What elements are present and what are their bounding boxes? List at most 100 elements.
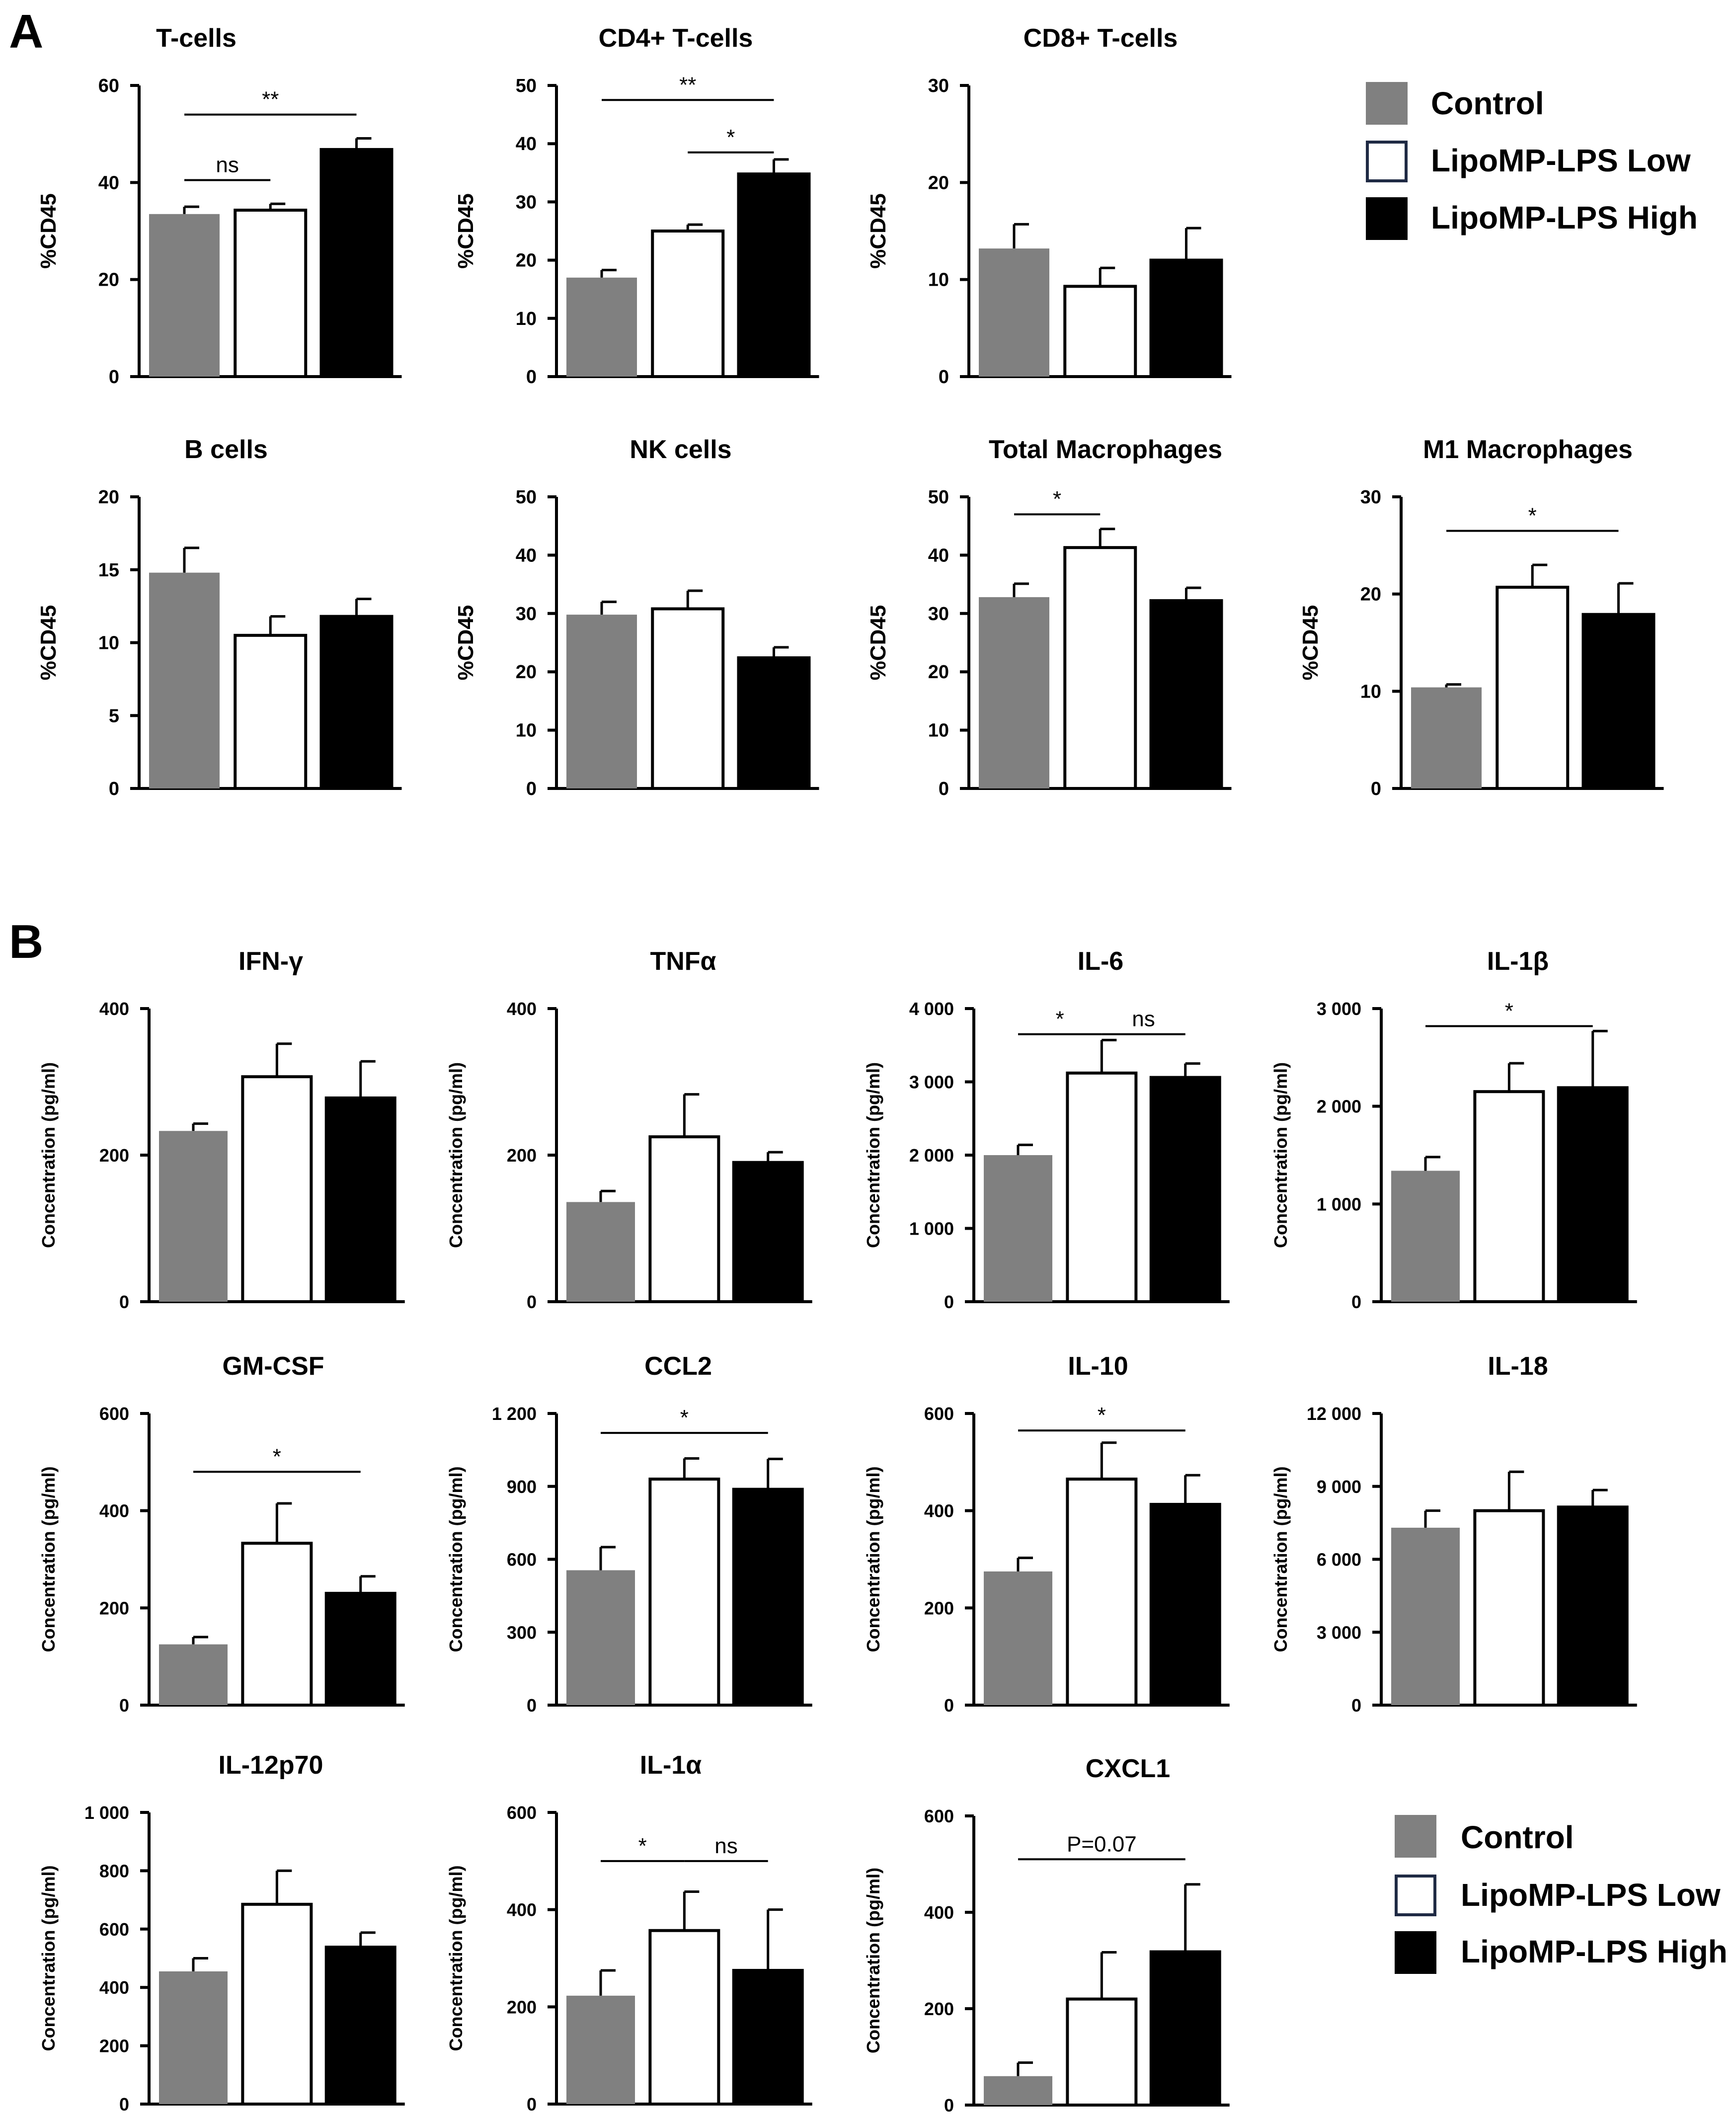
chart-gm-csf: GM-CSF 0 200 400 600 Concentration (pg/ml) * xyxy=(38,1352,405,1716)
bar-control xyxy=(566,1202,635,1302)
chart-b-cells: B cells 0 5 10 15 20 %CD45 xyxy=(36,435,402,799)
chart-il-12p70: IL-12p70 0 200 400 600 800 1 000 Concentration … xyxy=(38,1751,405,2115)
y-tick-label: 200 xyxy=(924,1999,954,2019)
chart-tnf: TNFα 0 200 400 Concentration (pg/ml) xyxy=(446,947,812,1312)
legend-top: Control LipoMP-LPS Low LipoMP-LPS High xyxy=(1366,82,1698,240)
y-tick-label: 0 xyxy=(119,1292,129,1312)
bar-low xyxy=(1066,1071,1138,1304)
bar-high xyxy=(324,1096,396,1303)
y-tick-label: 1 000 xyxy=(84,1802,129,1823)
y-tick-label: 0 xyxy=(119,1695,129,1716)
y-tick-label: 0 xyxy=(526,779,537,799)
y-tick-label: 10 xyxy=(928,720,949,741)
bar-low xyxy=(1473,1090,1545,1304)
y-tick-label: 30 xyxy=(928,604,949,625)
y-tick-label: 0 xyxy=(1351,1292,1361,1312)
bar-control xyxy=(566,277,637,377)
legend-swatch-control-2 xyxy=(1395,1815,1436,1858)
y-tick-label: 30 xyxy=(1360,487,1381,508)
significance-label: * xyxy=(680,1406,689,1430)
bar-high xyxy=(319,615,394,790)
significance-label: ** xyxy=(262,87,279,112)
y-axis-label: Concentration (pg/ml) xyxy=(446,1866,466,2051)
legend-swatch-high xyxy=(1366,197,1408,240)
y-tick-label: 200 xyxy=(99,1145,129,1166)
legend-swatch-low-2 xyxy=(1395,1875,1436,1916)
y-tick-label: 400 xyxy=(507,999,537,1019)
y-tick-label: 300 xyxy=(507,1622,537,1643)
significance-label: ** xyxy=(679,73,696,97)
legend-label-low-2: LipoMP-LPS Low xyxy=(1461,1877,1721,1913)
y-tick-label: 0 xyxy=(944,1292,954,1312)
y-tick-label: 0 xyxy=(939,779,949,799)
y-tick-label: 20 xyxy=(1360,584,1381,605)
bar-high xyxy=(732,1968,804,2106)
y-tick-label: 10 xyxy=(928,270,949,291)
bar-control xyxy=(984,2076,1052,2105)
chart-title: CD4+ T-cells xyxy=(599,24,753,53)
y-tick-label: 4 000 xyxy=(909,999,954,1019)
bar-low xyxy=(241,1075,313,1304)
bar-control xyxy=(1411,687,1482,788)
significance-label: * xyxy=(273,1444,281,1469)
chart-title: IL-10 xyxy=(1068,1352,1128,1381)
y-tick-label: 0 xyxy=(526,367,537,388)
bar-control xyxy=(566,615,637,788)
y-tick-label: 800 xyxy=(99,1861,129,1881)
chart-title: IL-1β xyxy=(1487,947,1549,976)
bar-low xyxy=(1066,1997,1138,2107)
bar-low xyxy=(651,230,725,378)
y-tick-label: 30 xyxy=(928,76,949,96)
y-tick-label: 20 xyxy=(516,250,537,271)
y-axis-label: %CD45 xyxy=(36,193,61,269)
y-tick-label: 9 000 xyxy=(1317,1477,1361,1497)
y-tick-label: 200 xyxy=(507,1145,537,1166)
bar-high xyxy=(1149,258,1223,378)
y-tick-label: 40 xyxy=(928,545,949,566)
y-tick-label: 400 xyxy=(99,1501,129,1521)
y-tick-label: 0 xyxy=(944,1695,954,1716)
bar-control xyxy=(984,1571,1052,1705)
y-tick-label: 20 xyxy=(98,487,119,508)
chart-total-macrophages: Total Macrophages 0 10 20 30 40 50 %CD45 * xyxy=(866,435,1232,799)
y-tick-label: 60 xyxy=(98,76,119,96)
bar-control xyxy=(159,1131,228,1302)
y-tick-label: 6 000 xyxy=(1317,1550,1361,1570)
legend-label-control: Control xyxy=(1431,85,1544,121)
bar-low xyxy=(1063,546,1137,790)
y-tick-label: 20 xyxy=(98,270,119,291)
y-tick-label: 3 000 xyxy=(1317,999,1361,1019)
chart-il-6: IL-6 0 1 000 2 000 3 000 4 000 Concentration (… xyxy=(863,947,1230,1312)
y-tick-label: 3 000 xyxy=(909,1072,954,1093)
bar-control xyxy=(566,1995,635,2104)
y-tick-label: 40 xyxy=(516,134,537,155)
bar-control xyxy=(159,1644,228,1705)
y-tick-label: 0 xyxy=(527,2094,537,2115)
y-tick-label: 600 xyxy=(924,1404,954,1424)
y-tick-label: 600 xyxy=(99,1919,129,1940)
y-axis-label: Concentration (pg/ml) xyxy=(38,1467,59,1652)
significance-label: ns xyxy=(714,1834,737,1858)
y-tick-label: 0 xyxy=(944,2095,954,2115)
y-axis-label: Concentration (pg/ml) xyxy=(863,1062,883,1248)
y-axis-label: %CD45 xyxy=(1298,605,1323,681)
legend-label-low: LipoMP-LPS Low xyxy=(1431,143,1691,178)
y-tick-label: 0 xyxy=(1351,1695,1361,1716)
y-tick-label: 10 xyxy=(1360,681,1381,702)
chart-title: CCL2 xyxy=(644,1352,712,1381)
bar-low xyxy=(234,633,308,790)
legend-label-high-2: LipoMP-LPS High xyxy=(1461,1934,1728,1969)
y-tick-label: 20 xyxy=(928,662,949,683)
y-tick-label: 10 xyxy=(516,309,537,329)
significance-label: ns xyxy=(216,153,238,177)
bar-control xyxy=(149,572,220,788)
chart-cxcl1: CXCL1 0 200 400 600 Concentration (pg/ml) P=0.… xyxy=(863,1754,1230,2115)
bar-low xyxy=(234,209,308,378)
significance-label: * xyxy=(1053,487,1061,511)
chart-title: CD8+ T-cells xyxy=(1024,24,1178,53)
chart-title: NK cells xyxy=(630,435,731,464)
y-tick-label: 400 xyxy=(924,1501,954,1521)
y-tick-label: 5 xyxy=(109,705,119,726)
